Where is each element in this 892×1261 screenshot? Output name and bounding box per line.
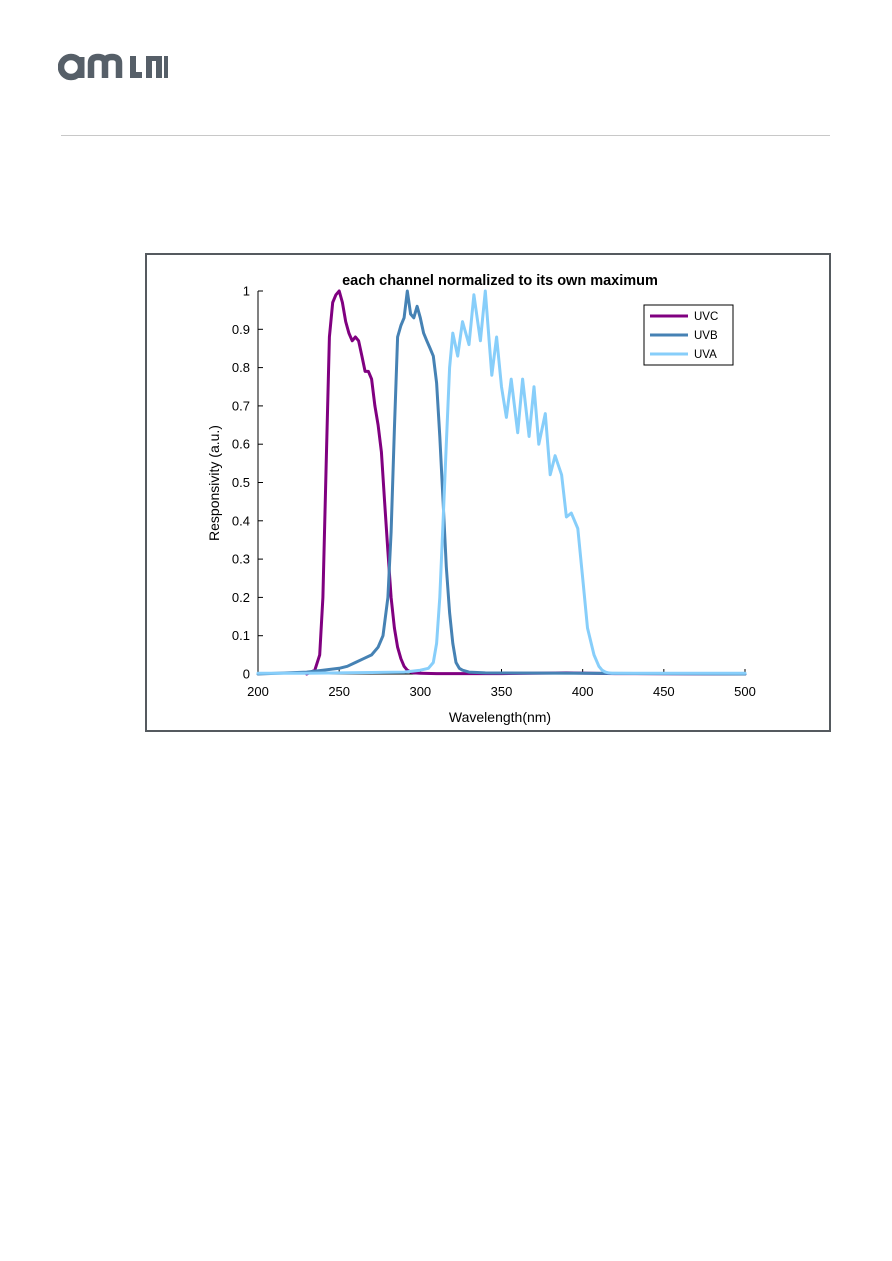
x-tick-label: 400 — [572, 684, 594, 699]
series-line-uva — [256, 289, 747, 675]
x-tick-label: 450 — [653, 684, 675, 699]
y-tick-label: 0.2 — [232, 590, 250, 605]
y-tick-label: 0.3 — [232, 552, 250, 567]
plot-lines — [256, 289, 747, 676]
ams-logo — [58, 53, 168, 81]
y-tick-label: 0.6 — [232, 437, 250, 452]
x-tick-label: 250 — [328, 684, 350, 699]
y-tick-label: 0.9 — [232, 322, 250, 337]
series-line-uvb — [256, 289, 747, 676]
chart-title: each channel normalized to its own maxim… — [342, 273, 658, 289]
legend-label-uvb: UVB — [694, 330, 718, 342]
x-tick-label: 200 — [247, 684, 269, 699]
y-tick-label: 0.5 — [232, 475, 250, 490]
x-tick-label: 300 — [409, 684, 431, 699]
x-tick-label: 350 — [491, 684, 513, 699]
header-divider — [61, 135, 830, 136]
y-axis-label: Responsivity (a.u.) — [206, 425, 222, 541]
plot-axes: 200 250 300 350 400 450 500 0 0.1 0.2 0.3 0.4 0.5 0.6… — [232, 284, 756, 700]
y-tick-label: 0.7 — [232, 398, 250, 413]
y-tick-label: 0 — [243, 667, 250, 682]
series-line-uvc — [305, 289, 747, 676]
chart-frame: each channel normalized to its own maxim… — [145, 253, 831, 732]
legend-label-uvc: UVC — [694, 311, 718, 323]
x-axis-label: Wavelength(nm) — [449, 709, 551, 725]
chart-legend: UVC UVB UVA — [643, 304, 734, 366]
y-tick-label: 0.4 — [232, 513, 250, 528]
y-tick-label: 0.8 — [232, 360, 250, 375]
x-tick-label: 500 — [734, 684, 756, 699]
y-tick-label: 1 — [243, 284, 250, 299]
y-tick-label: 0.1 — [232, 628, 250, 643]
legend-label-uva: UVA — [694, 349, 717, 361]
responsivity-chart: each channel normalized to its own maxim… — [206, 273, 756, 725]
